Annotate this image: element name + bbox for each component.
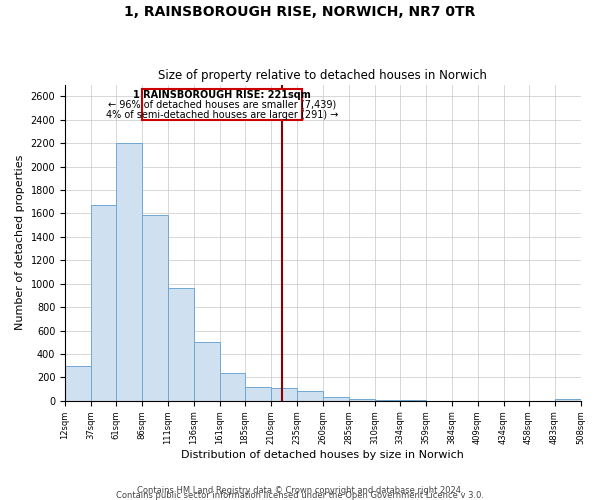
Bar <box>116 143 142 401</box>
Bar <box>194 342 220 401</box>
Text: 4% of semi-detached houses are larger (291) →: 4% of semi-detached houses are larger (2… <box>106 110 338 120</box>
Text: ← 96% of detached houses are smaller (7,439): ← 96% of detached houses are smaller (7,… <box>108 100 336 110</box>
Text: Contains public sector information licensed under the Open Government Licence v : Contains public sector information licen… <box>116 491 484 500</box>
Bar <box>323 396 349 401</box>
Bar <box>65 366 91 401</box>
Bar <box>245 387 271 401</box>
Y-axis label: Number of detached properties: Number of detached properties <box>15 155 25 330</box>
Text: 1, RAINSBOROUGH RISE, NORWICH, NR7 0TR: 1, RAINSBOROUGH RISE, NORWICH, NR7 0TR <box>124 5 476 19</box>
Bar <box>554 398 581 401</box>
Text: Contains HM Land Registry data © Crown copyright and database right 2024.: Contains HM Land Registry data © Crown c… <box>137 486 463 495</box>
Title: Size of property relative to detached houses in Norwich: Size of property relative to detached ho… <box>158 69 487 82</box>
X-axis label: Distribution of detached houses by size in Norwich: Distribution of detached houses by size … <box>181 450 464 460</box>
Bar <box>349 398 375 401</box>
Bar <box>91 205 116 401</box>
Bar <box>375 400 400 401</box>
Bar <box>220 372 245 401</box>
Bar <box>271 388 297 401</box>
Text: 1 RAINSBOROUGH RISE: 221sqm: 1 RAINSBOROUGH RISE: 221sqm <box>133 90 311 100</box>
Bar <box>142 214 168 401</box>
FancyBboxPatch shape <box>142 89 302 120</box>
Bar <box>168 288 194 401</box>
Bar <box>297 392 323 401</box>
